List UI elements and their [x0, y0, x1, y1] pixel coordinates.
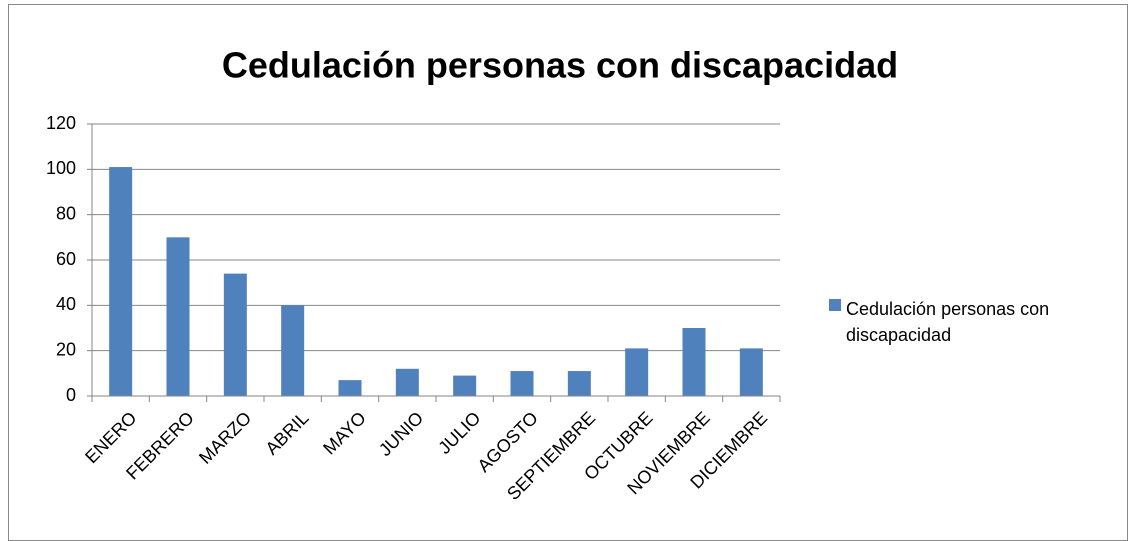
chart-border	[8, 4, 1128, 541]
bar	[567, 371, 591, 396]
y-tick-label: 80	[56, 203, 76, 223]
y-tick-label: 60	[56, 249, 76, 269]
bar	[395, 368, 419, 396]
legend-label: Cedulación personas con discapacidad	[846, 299, 1050, 345]
y-tick-label: 0	[66, 385, 76, 405]
bar	[739, 348, 763, 396]
bar	[166, 237, 190, 396]
bar	[109, 167, 133, 396]
y-tick-label: 40	[56, 294, 76, 314]
y-tick-label: 120	[46, 113, 76, 133]
bar	[453, 375, 477, 396]
chart-title: Cedulación personas con discapacidad	[222, 45, 898, 86]
y-tick-label: 20	[56, 339, 76, 359]
bar	[510, 371, 534, 396]
bar	[625, 348, 649, 396]
bar	[281, 305, 305, 396]
bar	[223, 273, 247, 396]
y-tick-label: 100	[46, 158, 76, 178]
bar	[338, 380, 362, 396]
legend-swatch	[829, 299, 841, 311]
bar	[682, 328, 706, 396]
